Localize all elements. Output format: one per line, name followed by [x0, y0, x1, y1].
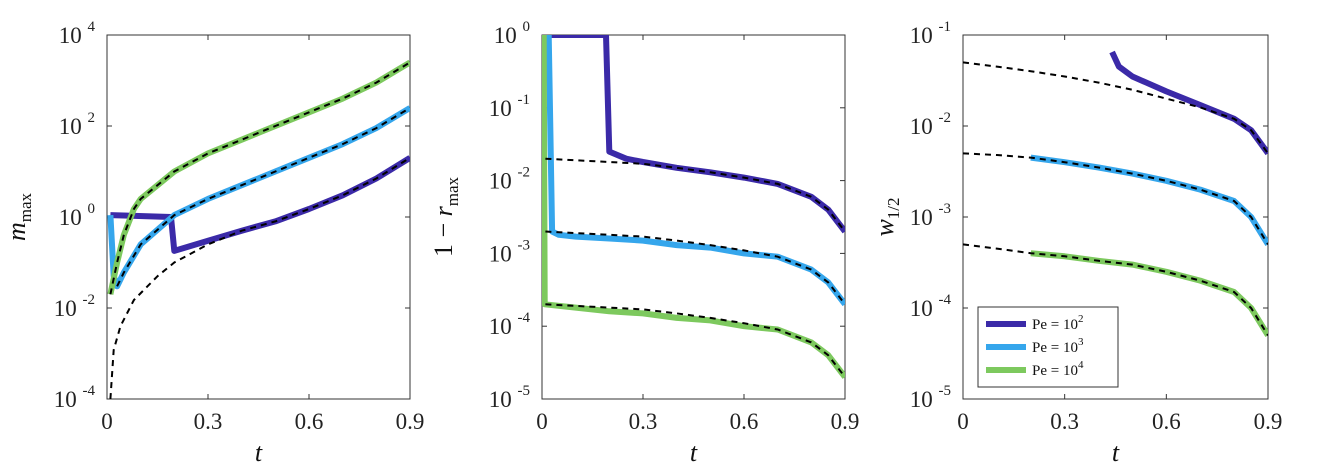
x-axis-label: t [690, 438, 698, 467]
y-tick-label: 10 -1 [489, 92, 530, 121]
x-tick-label: 0.3 [629, 409, 658, 434]
y-tick-label: 10 -2 [910, 110, 951, 139]
y-tick-label: 10 -2 [54, 292, 95, 321]
reference-dashed-line [545, 157, 845, 233]
y-tick-label: 10 -1 [910, 19, 951, 48]
reference-dashed-line [545, 230, 845, 305]
x-axis-label: t [255, 438, 263, 467]
legend-label: Pe = 104 [1032, 359, 1084, 379]
legend: Pe = 102 Pe = 103 Pe = 104 [977, 306, 1119, 388]
legend-label: Pe = 103 [1032, 336, 1084, 356]
series-line-pe2 [1109, 50, 1268, 156]
plot-area [963, 50, 1268, 337]
reference-dashed-line [109, 156, 410, 399]
panel-right: 0 0.3 0.6 0.9 10 -5 10 -4 10 -3 10 -2 10 -1 t w1/2 [870, 19, 1282, 467]
y-tick-label: 10 -4 [489, 310, 531, 339]
series-line-pe2 [548, 35, 845, 234]
y-tick-label: 10 0 [494, 19, 530, 48]
y-tick-label: 10 -4 [910, 292, 952, 321]
x-tick-label: 0.6 [295, 409, 324, 434]
series-line-pe2 [110, 155, 410, 254]
y-tick-label: 10 2 [59, 110, 95, 139]
legend-label: Pe = 102 [1032, 313, 1083, 333]
y-axis-label: 1 − rmax [429, 176, 462, 257]
y-tick-label: 10 -5 [489, 383, 530, 412]
x-axis-label: t [1112, 438, 1120, 467]
x-tick-label: 0 [957, 409, 969, 434]
series-line-pe3 [1030, 154, 1268, 246]
y-tick-label: 10 -3 [910, 201, 951, 230]
y-axis-label: mmax [2, 192, 35, 241]
reference-dashed-line [963, 152, 1268, 245]
x-tick-label: 0 [101, 409, 113, 434]
x-tick-label: 0.3 [194, 409, 223, 434]
plot-area [107, 59, 410, 399]
x-tick-label: 0.9 [1254, 409, 1283, 434]
reference-dashed-line [963, 61, 1268, 154]
reference-dashed-line [545, 303, 845, 378]
x-tick-label: 0.3 [1050, 409, 1079, 434]
panel-left: 0 0.3 0.6 0.9 10 -4 10 -2 10 0 10 2 10 4 t mmax [2, 19, 424, 467]
x-tick-label: 0.9 [831, 409, 860, 434]
y-axis-label: w1/2 [870, 197, 903, 236]
y-tick-label: 10 -5 [910, 383, 951, 412]
y-tick-label: 10 -2 [489, 165, 530, 194]
y-tick-label: 10 -4 [54, 383, 96, 412]
y-tick-label: 10 -3 [489, 237, 530, 266]
panel-middle: 0 0.3 0.6 0.9 10 -5 10 -4 10 -3 10 -2 10 -1 10 0 t… [429, 19, 859, 467]
x-tick-label: 0 [536, 409, 548, 434]
x-tick-label: 0.9 [396, 409, 425, 434]
y-tick-label: 10 4 [59, 19, 96, 48]
x-tick-label: 0.6 [730, 409, 759, 434]
axes-frame [541, 34, 846, 400]
reference-dashed-line [963, 243, 1268, 336]
series-line-pe4 [542, 35, 845, 379]
y-tick-label: 10 0 [59, 201, 95, 230]
reference-dashed-line [116, 107, 410, 287]
plot-area [542, 35, 845, 379]
x-tick-label: 0.6 [1152, 409, 1181, 434]
reference-dashed-line [109, 61, 410, 295]
